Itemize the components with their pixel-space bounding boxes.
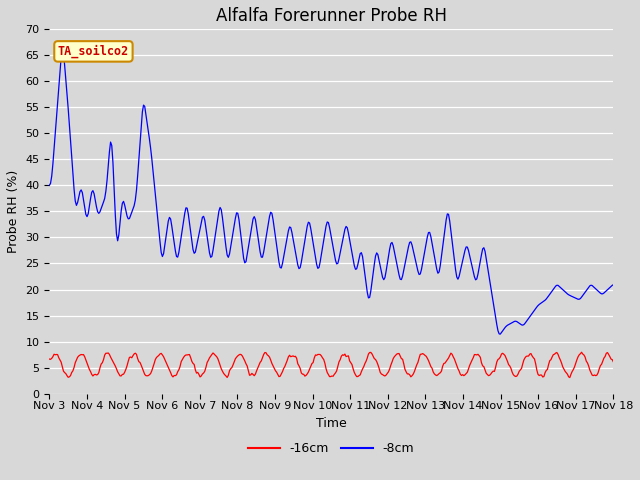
-16cm xyxy=(557,360,565,366)
Text: TA_soilco2: TA_soilco2 xyxy=(58,45,129,58)
-16cm xyxy=(221,372,228,378)
-16cm xyxy=(361,360,369,366)
-8cm xyxy=(497,331,504,337)
Line: -8cm: -8cm xyxy=(49,50,613,334)
-8cm xyxy=(461,247,469,253)
-8cm xyxy=(389,243,397,249)
-16cm xyxy=(284,358,291,363)
-8cm xyxy=(58,48,66,53)
-8cm xyxy=(222,244,230,250)
-8cm xyxy=(362,280,370,286)
Title: Alfalfa Forerunner Probe RH: Alfalfa Forerunner Probe RH xyxy=(216,7,447,25)
-8cm xyxy=(45,182,53,188)
-8cm xyxy=(285,228,292,234)
Line: -16cm: -16cm xyxy=(49,352,613,378)
-16cm xyxy=(45,356,53,362)
-8cm xyxy=(609,282,617,288)
-8cm xyxy=(560,288,568,294)
Y-axis label: Probe RH (%): Probe RH (%) xyxy=(7,170,20,253)
X-axis label: Time: Time xyxy=(316,417,347,430)
-16cm xyxy=(566,375,573,381)
-16cm xyxy=(388,359,396,365)
Legend: -16cm, -8cm: -16cm, -8cm xyxy=(243,437,419,460)
-16cm xyxy=(460,373,468,379)
-16cm xyxy=(609,359,617,365)
-16cm xyxy=(578,349,586,355)
